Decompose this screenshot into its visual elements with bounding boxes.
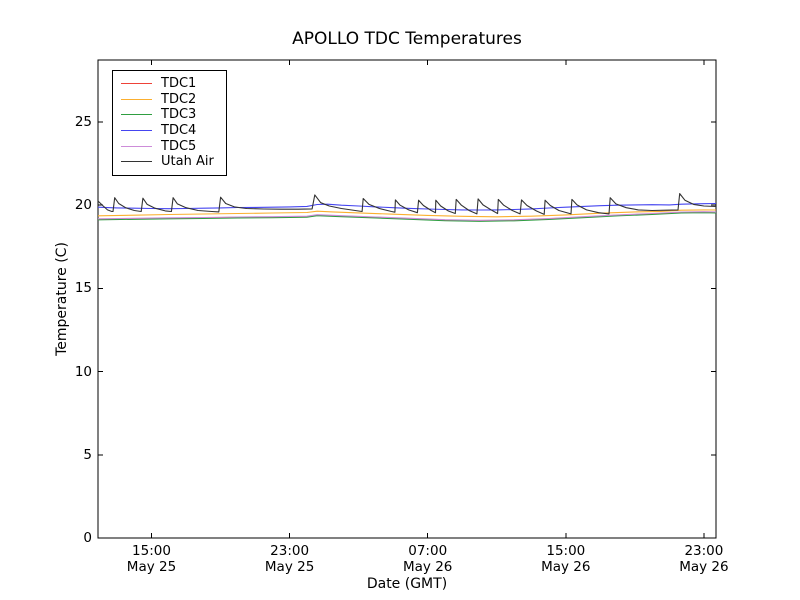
x-tick-time: 23:00 <box>270 543 310 559</box>
x-tick-time: 15:00 <box>546 543 586 559</box>
series-line-tdc3 <box>97 212 717 222</box>
legend-label: TDC4 <box>161 123 197 139</box>
legend-item-utah-air: Utah Air <box>121 154 214 170</box>
x-tick-label: 23:00 May 25 <box>245 543 335 575</box>
x-tick-date: May 25 <box>126 559 177 575</box>
legend-line-sample <box>121 83 152 85</box>
x-tick-date: May 25 <box>264 559 315 575</box>
legend-line-sample <box>121 161 152 163</box>
x-tick-label: 15:00 May 25 <box>107 543 197 575</box>
y-tick-label: 0 <box>83 530 92 546</box>
series-line-tdc5 <box>97 211 717 221</box>
legend-item-tdc5: TDC5 <box>121 138 214 154</box>
series-line-tdc4 <box>97 202 717 211</box>
legend-item-tdc3: TDC3 <box>121 107 214 123</box>
x-tick-date: May 26 <box>679 559 729 575</box>
legend-item-tdc4: TDC4 <box>121 123 214 139</box>
series-line-tdc2 <box>97 209 717 218</box>
y-axis-label: Temperature (C) <box>54 242 70 356</box>
legend-label: TDC2 <box>161 91 197 107</box>
legend: TDC1 TDC2 TDC3 TDC4 TDC5 Utah Air <box>112 70 227 176</box>
y-tick-label: 10 <box>74 363 92 380</box>
chart-title: APOLLO TDC Temperatures <box>292 29 522 49</box>
legend-item-tdc1: TDC1 <box>121 76 214 92</box>
x-tick-date: May 26 <box>403 559 453 575</box>
y-tick-label: 15 <box>74 280 92 297</box>
x-tick-label: 15:00 May 26 <box>521 543 611 575</box>
legend-label: TDC1 <box>161 76 197 92</box>
legend-label: TDC3 <box>161 107 197 123</box>
x-tick-date: May 26 <box>541 559 591 575</box>
x-tick-time: 23:00 <box>684 543 724 559</box>
y-tick-label: 20 <box>74 197 92 214</box>
x-axis-label: Date (GMT) <box>366 576 448 592</box>
series-line-utah-air <box>97 193 717 215</box>
legend-line-sample <box>121 130 152 132</box>
legend-line-sample <box>121 145 152 147</box>
legend-label: TDC5 <box>161 138 197 154</box>
y-tick-label: 25 <box>74 114 92 130</box>
x-tick-label: 23:00 May 26 <box>659 543 749 575</box>
x-tick-label: 07:00 May 26 <box>383 543 473 575</box>
legend-label: Utah Air <box>161 154 214 170</box>
legend-line-sample <box>121 98 152 100</box>
legend-line-sample <box>121 114 152 116</box>
x-tick-time: 15:00 <box>132 543 171 559</box>
legend-item-tdc2: TDC2 <box>121 92 214 108</box>
x-tick-time: 07:00 <box>408 543 448 559</box>
y-tick-label: 5 <box>83 446 92 463</box>
